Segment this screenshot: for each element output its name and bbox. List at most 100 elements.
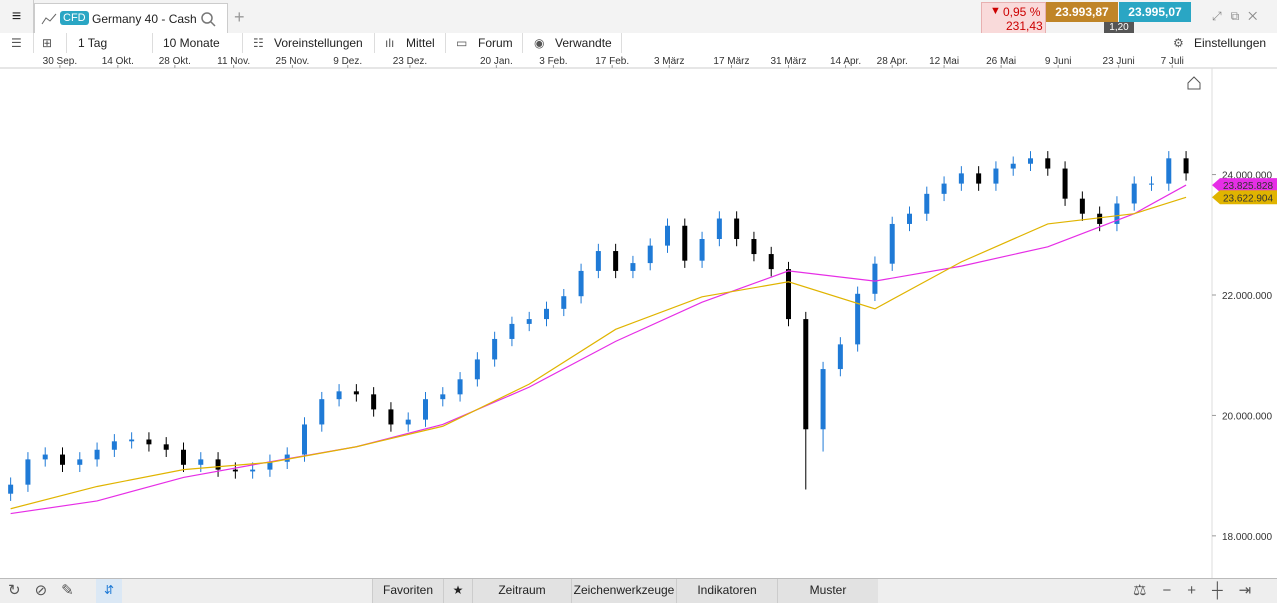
candle-body <box>924 193 930 214</box>
x-tick-label: 3 März <box>654 56 685 67</box>
candle-body <box>1062 168 1068 199</box>
candle-body <box>958 173 964 184</box>
price-tag <box>1212 190 1277 205</box>
candle-body <box>872 263 878 294</box>
candle-body <box>474 359 480 380</box>
candle-body <box>42 454 48 460</box>
candle-body <box>94 449 100 460</box>
candle-body <box>25 459 31 485</box>
cfd-badge: CFD <box>60 11 89 25</box>
candle-body <box>768 254 774 270</box>
candle-body <box>198 459 204 465</box>
candle-body <box>371 394 377 410</box>
bid-price[interactable]: 23.993,87 <box>1046 2 1118 22</box>
candle-body <box>682 225 688 261</box>
candle-body <box>60 454 65 465</box>
y-tick-label: 24.000.000 <box>1222 171 1272 182</box>
candle-body <box>181 449 186 465</box>
x-tick-label: 9 Dez. <box>333 56 362 67</box>
x-tick-label: 26 Mai <box>986 56 1016 67</box>
candle-body <box>837 344 843 370</box>
candle-body <box>786 269 791 320</box>
patterns[interactable]: Muster <box>777 579 878 603</box>
window-controls[interactable]: ⤢⧉✕ <box>1212 9 1267 23</box>
range[interactable]: 10 Monate <box>163 36 220 50</box>
change-pct: 0,95 % <box>1003 5 1041 19</box>
moving-average <box>10 196 1187 510</box>
candle-body <box>993 168 999 184</box>
chart: 30 Sep. 14 Okt. 28 Okt. 11 Nov. 25 Nov. 9 Dez… <box>0 53 1277 578</box>
moving-average <box>10 184 1187 515</box>
down-arrow: ▼ <box>990 5 1001 17</box>
toolbar: ☰ ⊞ 1 Tag 10 Monate ☷ Voreinstellungen ı… <box>0 33 1277 54</box>
instrument-name: Germany 40 - Cash <box>92 12 197 26</box>
footer-tools[interactable]: ↻⊘✎ <box>8 582 88 599</box>
candle-body <box>544 308 549 320</box>
candle-body <box>336 391 342 400</box>
candle-body <box>595 251 601 271</box>
settings-icon: ⚙ <box>1173 36 1184 50</box>
compare-tool[interactable]: ⇵ <box>96 579 122 603</box>
forum[interactable]: Forum <box>478 36 513 50</box>
ask-price[interactable]: 23.995,07 <box>1119 2 1191 22</box>
candle-body <box>353 391 359 395</box>
x-tick-label: 23 Juni <box>1103 56 1135 67</box>
indicators[interactable]: Indikatoren <box>676 579 777 603</box>
candle-body <box>1079 198 1085 214</box>
interval[interactable]: 1 Tag <box>78 36 108 50</box>
candle-body <box>855 293 861 345</box>
candle-body <box>163 444 169 450</box>
candle-body <box>146 439 152 445</box>
y-tick-label: 18.000.000 <box>1222 532 1272 543</box>
home-icon[interactable] <box>1187 76 1201 90</box>
favorites[interactable]: Favoriten <box>372 579 443 603</box>
star[interactable]: ★ <box>443 579 472 603</box>
x-tick-label: 28 Apr. <box>877 56 908 67</box>
change-box: ▼ 0,95 % 231,43 <box>981 2 1046 34</box>
date-axis-bg <box>0 53 1277 68</box>
candle-body <box>561 296 567 309</box>
add-tab[interactable]: + <box>234 7 245 27</box>
candle-body <box>8 484 14 494</box>
zoom-tools[interactable]: ⚖−+┼⇥ <box>1133 582 1268 599</box>
related[interactable]: Verwandte <box>555 36 612 50</box>
candle-body <box>1045 158 1051 169</box>
x-tick-label: 20 Jan. <box>480 56 513 67</box>
related-icon: ◉ <box>534 36 545 50</box>
presets-icon: ☷ <box>253 36 264 50</box>
price-tag <box>1212 178 1277 193</box>
candle-body <box>232 469 238 472</box>
list-icon[interactable]: ☰ <box>11 36 22 50</box>
candle-body <box>267 461 273 470</box>
settings[interactable]: Einstellungen <box>1194 36 1267 50</box>
x-tick-label: 12 Mai <box>929 56 959 67</box>
candle-body <box>941 183 947 194</box>
layout-icon[interactable]: ⊞ <box>42 36 53 50</box>
candle-body <box>734 218 740 240</box>
drawing-tools[interactable]: Zeichenwerkzeuge <box>571 579 676 603</box>
change-abs: 231,43 <box>1006 19 1043 33</box>
candle-body <box>526 319 532 324</box>
x-tick-label: 11 Nov. <box>217 56 250 67</box>
candle-body <box>889 223 895 264</box>
candle-body <box>405 419 411 425</box>
presets[interactable]: Voreinstellungen <box>274 36 363 50</box>
candle-body <box>509 323 515 339</box>
average[interactable]: Mittel <box>406 36 435 50</box>
candle-body <box>215 459 221 470</box>
candle-body <box>492 338 498 360</box>
forum-icon: ▭ <box>456 36 468 50</box>
candle-body <box>129 439 135 442</box>
x-tick-label: 3 Feb. <box>539 56 567 67</box>
candle-body <box>423 399 428 420</box>
period[interactable]: Zeitraum <box>472 579 571 603</box>
candle-body <box>578 270 584 297</box>
footer: ↻⊘✎ ⇵ Favoriten ★ Zeitraum Zeichenwerkze… <box>0 578 1277 603</box>
candle-body <box>630 263 636 271</box>
tab[interactable]: CFD Germany 40 - Cash <box>34 3 228 34</box>
spread: 1,20 <box>1104 22 1134 33</box>
search-icon[interactable] <box>201 12 217 28</box>
menu-button[interactable]: ≡ <box>0 0 34 33</box>
x-tick-label: 9 Juni <box>1045 56 1072 67</box>
